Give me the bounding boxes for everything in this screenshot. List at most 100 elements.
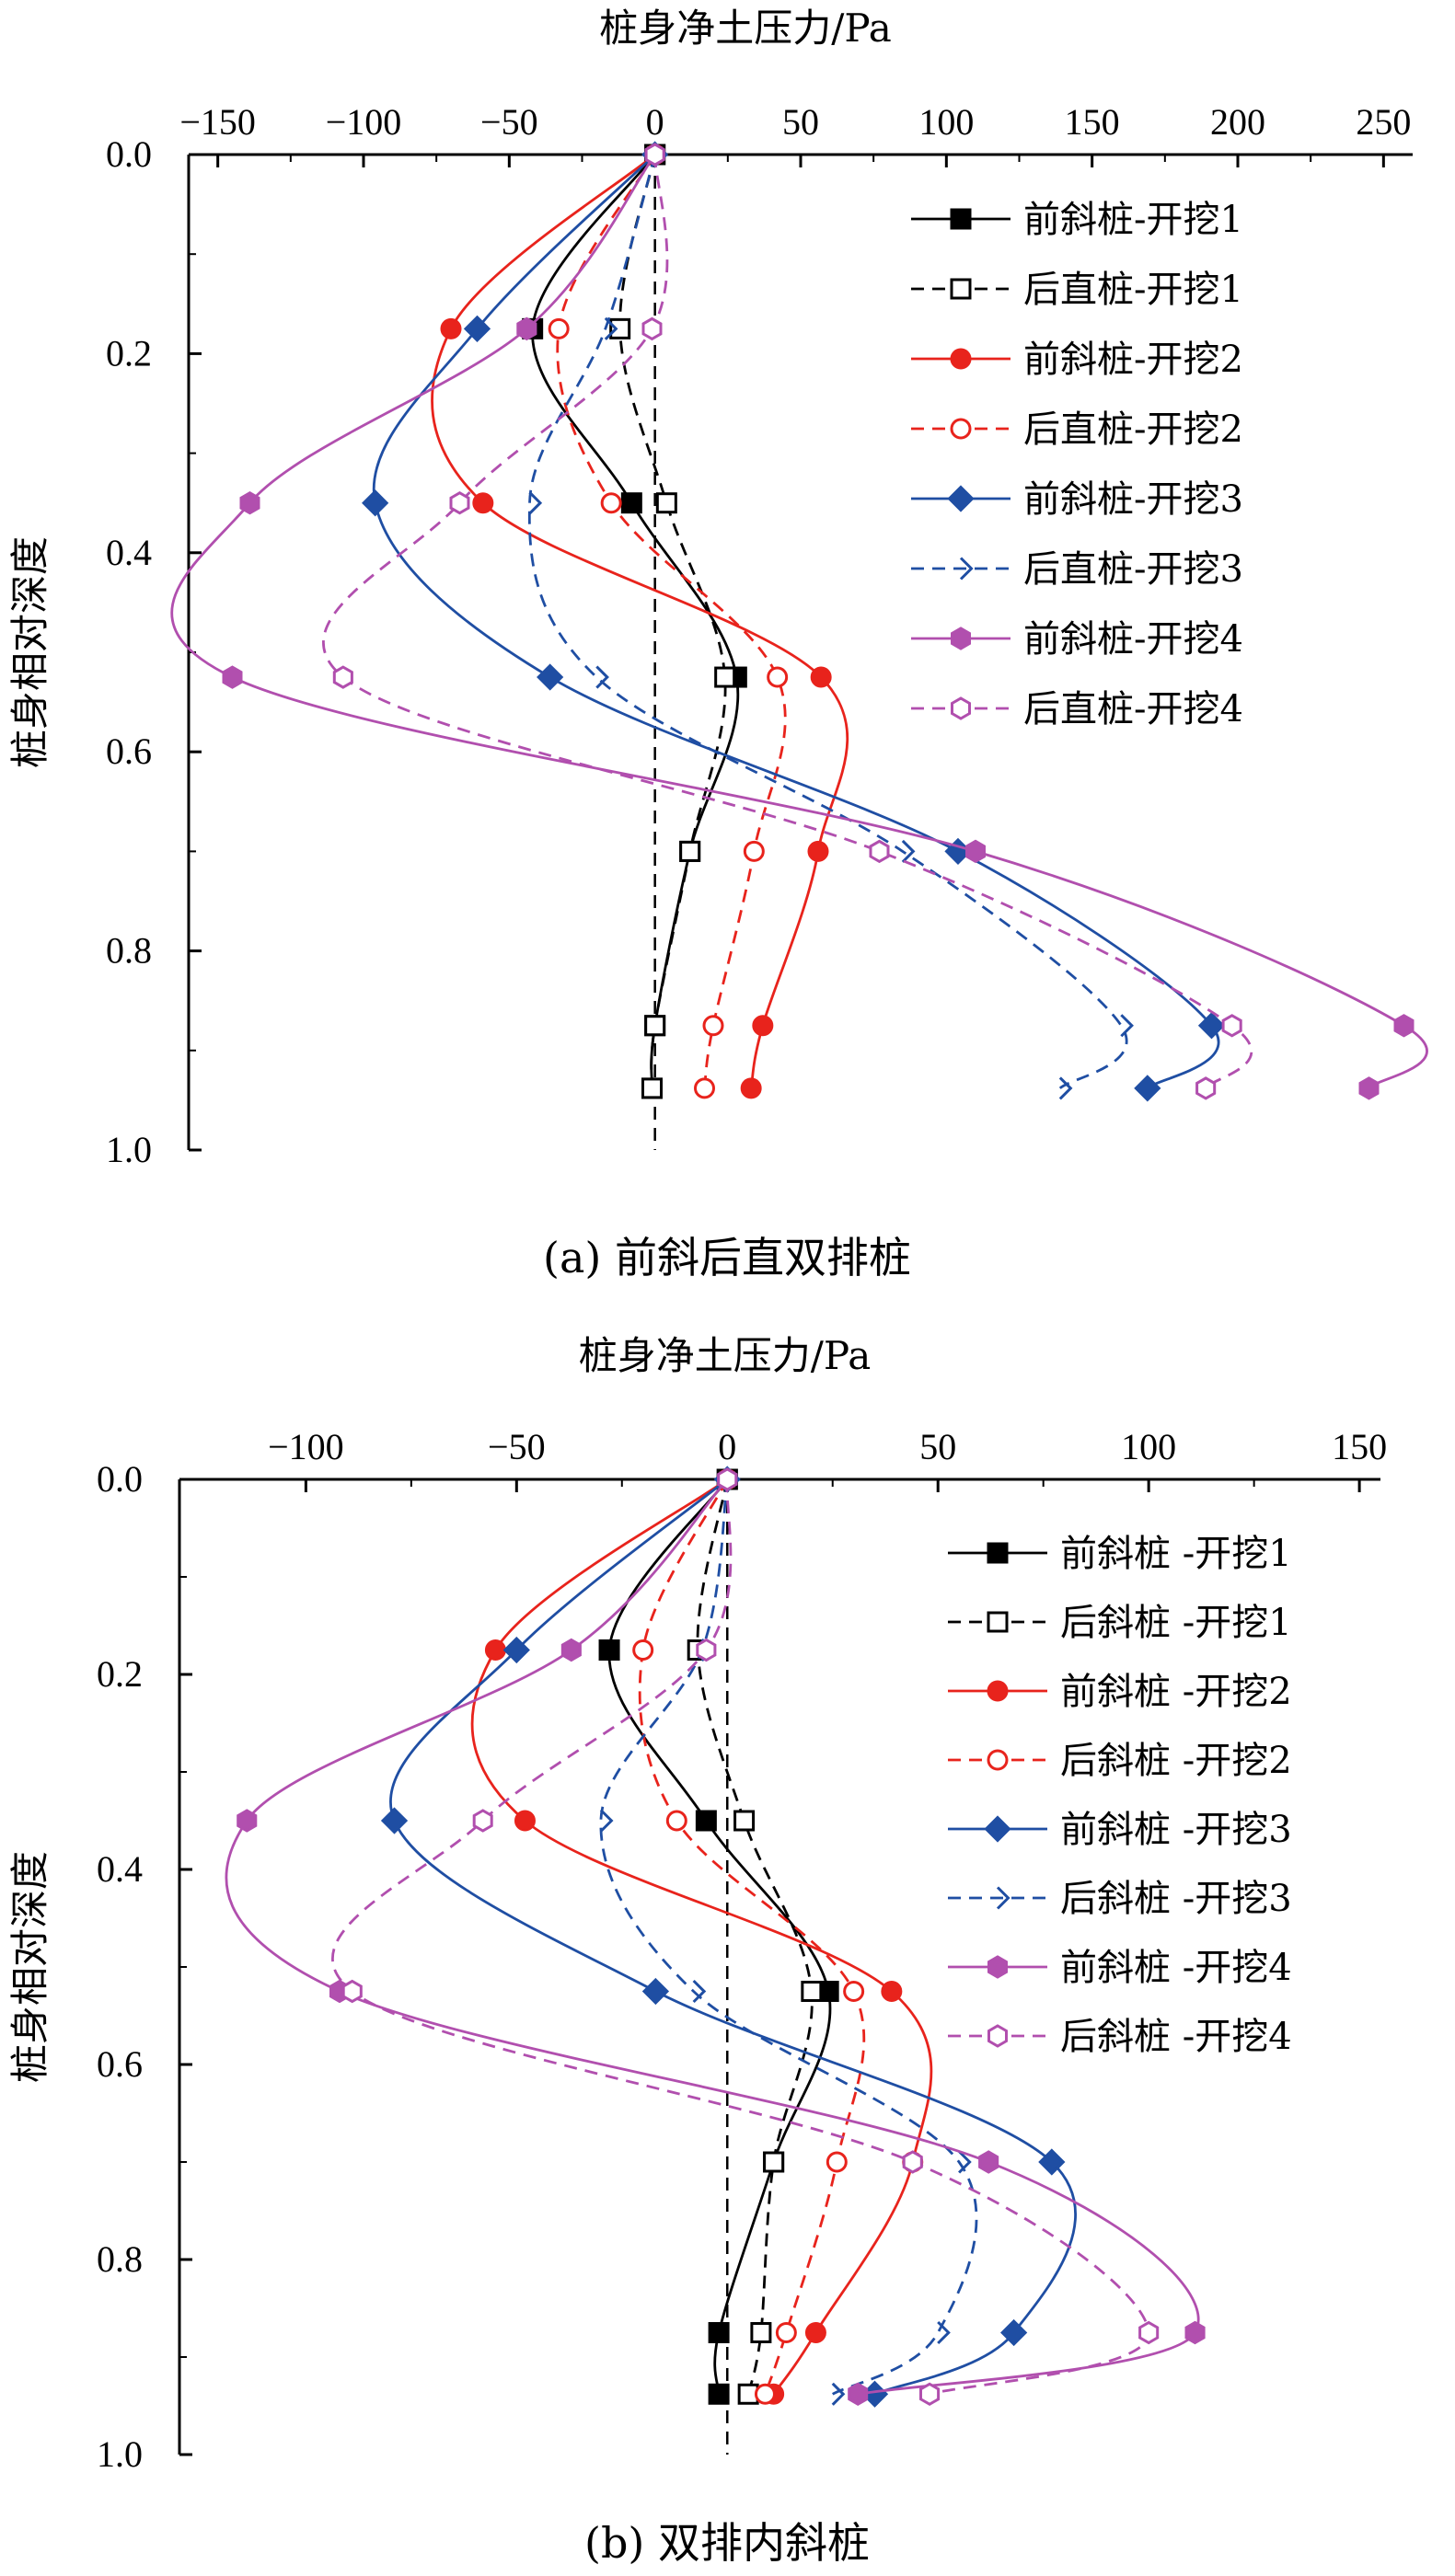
chart-caption: (a) 前斜后直双排桩 bbox=[543, 1233, 911, 1282]
data-point bbox=[598, 1639, 620, 1661]
data-point bbox=[801, 1981, 823, 2002]
data-point bbox=[826, 2151, 848, 2173]
series-line bbox=[556, 154, 787, 1089]
y-tick-label: 1.0 bbox=[106, 1129, 152, 1170]
data-point bbox=[1197, 1012, 1226, 1040]
legend-label: 后直桩-开挖1 bbox=[1023, 269, 1243, 311]
series-line bbox=[638, 1478, 866, 2395]
legend-marker bbox=[987, 2024, 1008, 2048]
data-point bbox=[595, 665, 609, 689]
legend-marker bbox=[950, 278, 972, 300]
series-line bbox=[531, 154, 740, 1088]
y-tick-label: 1.0 bbox=[97, 2433, 143, 2475]
y-tick-label: 0.6 bbox=[97, 2043, 143, 2085]
y-tick-label: 0.0 bbox=[97, 1458, 143, 1500]
data-point bbox=[332, 665, 353, 689]
y-tick-label: 0.4 bbox=[106, 532, 152, 573]
series-4 bbox=[632, 1468, 866, 2405]
data-point bbox=[641, 1977, 670, 2006]
x-tick-label: 0 bbox=[718, 1426, 736, 1467]
data-point bbox=[472, 492, 494, 514]
y-tick-label: 0.2 bbox=[97, 1653, 143, 1695]
x-tick-label: 150 bbox=[1065, 101, 1120, 143]
data-point bbox=[767, 666, 789, 688]
legend-marker bbox=[987, 1680, 1009, 1702]
data-point bbox=[750, 2322, 772, 2343]
data-point bbox=[692, 1979, 707, 2004]
y-tick-label: 0.4 bbox=[97, 1848, 143, 1890]
series-line bbox=[431, 153, 849, 1089]
legend-marker bbox=[951, 696, 971, 720]
x-tick-label: 0 bbox=[646, 101, 664, 143]
data-point bbox=[807, 840, 829, 862]
legend-marker bbox=[987, 1611, 1009, 1633]
data-point bbox=[965, 839, 986, 864]
data-point bbox=[449, 490, 470, 515]
data-point bbox=[641, 1077, 663, 1099]
legend-label: 后直桩-开挖4 bbox=[1023, 688, 1243, 730]
legend-marker bbox=[996, 1886, 1010, 1910]
data-point bbox=[740, 1077, 762, 1099]
data-point bbox=[632, 1639, 654, 1661]
data-point bbox=[695, 1810, 717, 1832]
data-point bbox=[702, 1015, 724, 1037]
data-point bbox=[881, 1981, 903, 2002]
data-point bbox=[754, 2383, 776, 2405]
legend-label: 前斜桩-开挖2 bbox=[1023, 339, 1243, 381]
x-tick-label: 200 bbox=[1210, 101, 1265, 143]
data-point bbox=[919, 2382, 941, 2407]
legend-label: 前斜桩-开挖1 bbox=[1023, 199, 1243, 241]
legend-marker bbox=[950, 208, 972, 230]
y-tick-label: 0.8 bbox=[97, 2238, 143, 2280]
data-point bbox=[239, 490, 260, 515]
data-point bbox=[599, 1809, 614, 1833]
data-point bbox=[1138, 2320, 1160, 2345]
data-point bbox=[222, 665, 243, 689]
data-point bbox=[600, 492, 622, 514]
series-7 bbox=[170, 143, 1428, 1100]
data-point bbox=[902, 2150, 923, 2174]
y-tick-label: 0.6 bbox=[106, 730, 152, 772]
x-tick-label: −100 bbox=[268, 1426, 344, 1467]
chart-a: −150 −100 −50 0 50 100 150 200 250 0.0 0.2 0.4 0.6 0.… bbox=[7, 6, 1428, 1282]
x-tick-label: −150 bbox=[179, 101, 256, 143]
legend-label: 后斜桩 -开挖2 bbox=[1060, 1740, 1292, 1782]
legend: 前斜桩 -开挖1 后斜桩 -开挖1 前斜桩 -开挖2 后斜桩 -开挖2 前斜桩 -开挖3… bbox=[948, 1533, 1292, 2058]
data-point bbox=[708, 2322, 730, 2343]
x-tick-label: −100 bbox=[326, 101, 402, 143]
data-point bbox=[1058, 1076, 1073, 1100]
data-point bbox=[869, 839, 890, 864]
legend-marker bbox=[947, 485, 975, 512]
data-point bbox=[463, 315, 491, 342]
data-point bbox=[644, 1015, 666, 1037]
data-point bbox=[804, 2322, 826, 2343]
data-point bbox=[679, 840, 701, 862]
x-tick-label: −50 bbox=[480, 101, 538, 143]
data-point bbox=[537, 663, 564, 691]
data-point bbox=[604, 316, 618, 340]
legend-marker bbox=[951, 627, 971, 650]
data-point bbox=[1184, 2320, 1206, 2345]
x-tick-label: −50 bbox=[488, 1426, 546, 1467]
series-1 bbox=[598, 1468, 839, 2405]
data-point bbox=[516, 316, 537, 341]
legend-label: 前斜桩-开挖4 bbox=[1023, 618, 1243, 661]
data-point bbox=[1000, 2318, 1028, 2347]
y-axis-title: 桩身相对深度 bbox=[7, 1851, 52, 2083]
data-point bbox=[978, 2150, 999, 2174]
data-point bbox=[937, 2320, 951, 2345]
legend-label: 后斜桩 -开挖1 bbox=[1060, 1602, 1292, 1644]
series-line bbox=[607, 1478, 832, 2395]
data-point bbox=[708, 2383, 730, 2405]
legend-marker bbox=[987, 1542, 1009, 1564]
data-point bbox=[502, 1636, 530, 1664]
series-line bbox=[696, 1478, 814, 2395]
legend: 前斜桩-开挖1 后直桩-开挖1 前斜桩-开挖2 后直桩-开挖2 前斜桩-开挖3 后直桩-开… bbox=[911, 199, 1243, 730]
legend-label: 前斜桩 -开挖2 bbox=[1060, 1671, 1292, 1713]
data-point bbox=[810, 666, 832, 688]
legend-label: 前斜桩 -开挖3 bbox=[1060, 1809, 1292, 1851]
data-point bbox=[831, 2382, 846, 2406]
legend-marker bbox=[950, 418, 972, 440]
series-line bbox=[618, 154, 727, 1088]
data-point bbox=[644, 143, 665, 167]
